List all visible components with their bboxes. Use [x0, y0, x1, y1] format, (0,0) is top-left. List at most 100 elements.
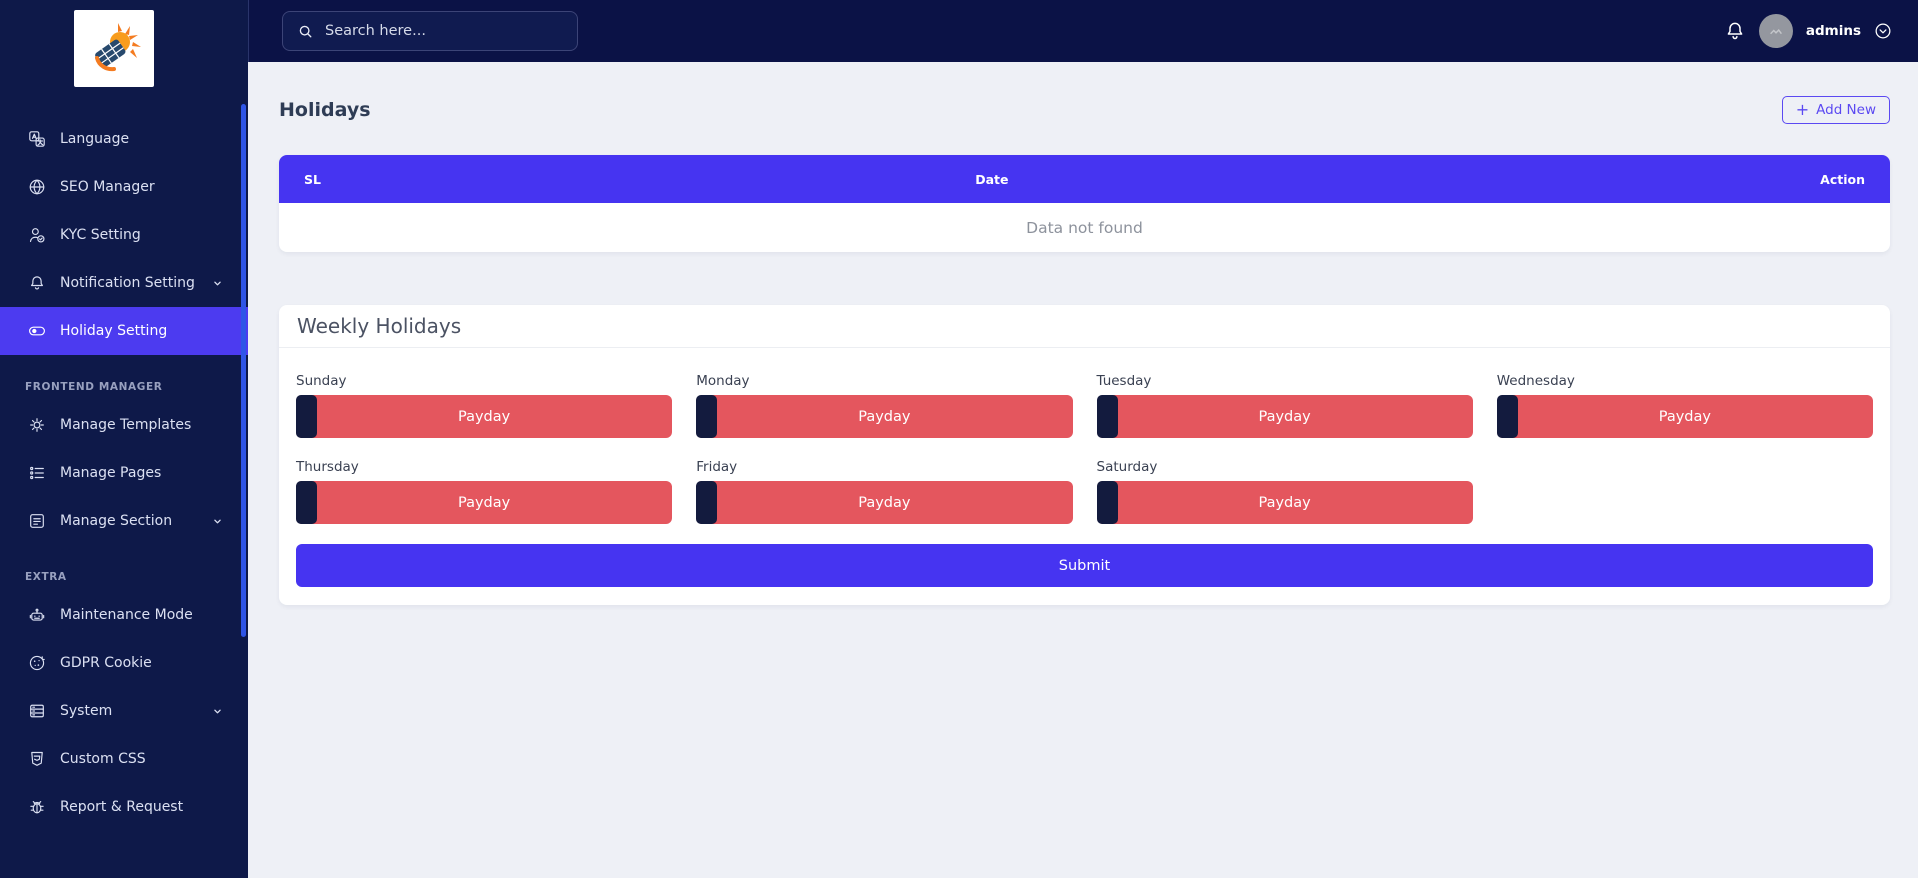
sidebar-item-label: Maintenance Mode: [60, 607, 193, 623]
sidebar-item-label: Holiday Setting: [60, 323, 168, 339]
system-icon: [28, 702, 46, 720]
sidebar-item-system[interactable]: System: [0, 687, 248, 735]
day-row: Payday: [296, 481, 673, 524]
sidebar-item-report-request[interactable]: Report & Request: [0, 783, 248, 831]
day-label: Friday: [696, 459, 738, 475]
day-cell-thursday: Thursday Payday: [296, 459, 673, 524]
day-cell-saturday: Saturday Payday: [1096, 459, 1473, 524]
day-checkbox-toggle[interactable]: [696, 481, 718, 524]
sidebar-item-manage-section[interactable]: Manage Section: [0, 497, 248, 545]
days-grid: Sunday Payday Monday Payday Tuesday Payday Wed…: [296, 373, 1873, 524]
page-header: Holidays + Add New: [279, 96, 1890, 124]
day-label: Monday: [696, 373, 750, 389]
user-menu-chevron-icon[interactable]: [1874, 22, 1892, 40]
cog-icon: [28, 416, 46, 434]
holidays-table-card: SL Date Action Data not found: [279, 155, 1890, 252]
chevron-down-icon: [211, 705, 224, 718]
topbar: admins: [248, 0, 1918, 62]
translate-icon: [28, 130, 46, 148]
brand-logo[interactable]: [74, 10, 154, 87]
bug-icon: [28, 798, 46, 816]
user-check-icon: [28, 226, 46, 244]
chevron-down-icon: [211, 277, 224, 290]
payday-button-tuesday[interactable]: Payday: [1096, 395, 1473, 438]
sidebar-scrollbar-thumb[interactable]: [241, 104, 246, 637]
sidebar-item-custom-css[interactable]: Custom CSS: [0, 735, 248, 783]
notifications-bell-icon[interactable]: [1724, 20, 1746, 42]
sidebar-section-label: FRONTEND MANAGER: [25, 381, 163, 393]
robot-icon: [28, 606, 46, 624]
day-row: Payday: [296, 395, 673, 438]
sidebar-item-label: Report & Request: [60, 799, 184, 815]
cookie-icon: [28, 654, 46, 672]
day-checkbox-toggle[interactable]: [1096, 395, 1118, 438]
plus-icon: +: [1795, 100, 1810, 119]
weekly-holidays-card: Weekly Holidays Sunday Payday Monday Payday…: [279, 305, 1890, 605]
user-avatar[interactable]: [1758, 14, 1793, 48]
search-box: [282, 11, 578, 51]
table-header-date: Date: [975, 171, 1009, 187]
day-checkbox-toggle[interactable]: [696, 395, 718, 438]
sidebar-item-label: SEO Manager: [60, 179, 155, 195]
payday-button-thursday[interactable]: Payday: [296, 481, 673, 524]
sidebar-item-label: Manage Section: [60, 513, 173, 529]
sidebar-item-seo-manager[interactable]: SEO Manager: [0, 163, 248, 211]
search-input[interactable]: [325, 23, 563, 39]
toggle-icon: [28, 322, 46, 340]
sidebar-item-gdpr-cookie[interactable]: GDPR Cookie: [0, 639, 248, 687]
sidebar-item-label: GDPR Cookie: [60, 655, 152, 671]
table-empty-message: Data not found: [1026, 218, 1143, 237]
bell-icon: [28, 274, 46, 292]
day-cell-friday: Friday Payday: [696, 459, 1073, 524]
sidebar-item-label: Manage Templates: [60, 417, 192, 433]
day-row: Payday: [696, 395, 1073, 438]
payday-button-monday[interactable]: Payday: [696, 395, 1073, 438]
main-content: Holidays + Add New SL Date Action Data n…: [248, 62, 1918, 878]
payday-button-wednesday[interactable]: Payday: [1496, 395, 1873, 438]
day-row: Payday: [696, 481, 1073, 524]
sidebar-item-holiday-setting[interactable]: Holiday Setting: [0, 307, 248, 355]
day-cell-tuesday: Tuesday Payday: [1096, 373, 1473, 438]
sidebar-item-manage-templates[interactable]: Manage Templates: [0, 401, 248, 449]
username-label[interactable]: admins: [1805, 23, 1861, 39]
payday-button-friday[interactable]: Payday: [696, 481, 1073, 524]
day-cell-sunday: Sunday Payday: [296, 373, 673, 438]
day-row: Payday: [1496, 395, 1873, 438]
chevron-down-icon: [211, 515, 224, 528]
sidebar-item-label: System: [60, 703, 113, 719]
css-icon: [28, 750, 46, 768]
payday-button-saturday[interactable]: Payday: [1096, 481, 1473, 524]
table-header-action: Action: [1820, 171, 1865, 187]
day-checkbox-toggle[interactable]: [296, 481, 317, 524]
sidebar-item-maintenance-mode[interactable]: Maintenance Mode: [0, 591, 248, 639]
section-icon: [28, 512, 46, 530]
weekly-holidays-title: Weekly Holidays: [279, 305, 1890, 348]
day-row: Payday: [1096, 395, 1473, 438]
add-new-label: Add New: [1816, 102, 1876, 118]
day-checkbox-toggle[interactable]: [1096, 481, 1118, 524]
day-checkbox-toggle[interactable]: [296, 395, 317, 438]
sidebar-item-notification-setting[interactable]: Notification Setting: [0, 259, 248, 307]
sidebar-item-manage-pages[interactable]: Manage Pages: [0, 449, 248, 497]
submit-button[interactable]: Submit: [296, 544, 1873, 587]
sidebar-item-kyc-setting[interactable]: KYC Setting: [0, 211, 248, 259]
sidebar-item-language[interactable]: Language: [0, 115, 248, 163]
page-title: Holidays: [279, 99, 371, 121]
table-header-row: SL Date Action: [279, 155, 1890, 203]
day-label: Sunday: [296, 373, 347, 389]
add-new-button[interactable]: + Add New: [1781, 96, 1890, 124]
payday-button-sunday[interactable]: Payday: [296, 395, 673, 438]
day-cell-monday: Monday Payday: [696, 373, 1073, 438]
weekly-holidays-body: Sunday Payday Monday Payday Tuesday Payday Wed…: [279, 348, 1890, 605]
day-label: Wednesday: [1496, 373, 1575, 389]
list-icon: [28, 464, 46, 482]
sidebar: Language SEO Manager KYC Setting Notificati…: [0, 0, 248, 878]
search-icon: [299, 25, 312, 37]
sidebar-item-label: Language: [60, 131, 130, 147]
sidebar-section-label: EXTRA: [25, 571, 67, 583]
day-checkbox-toggle[interactable]: [1496, 395, 1518, 438]
sidebar-item-label: Custom CSS: [60, 751, 146, 767]
day-row: Payday: [1096, 481, 1473, 524]
day-cell-wednesday: Wednesday Payday: [1496, 373, 1873, 438]
globe-icon: [28, 178, 46, 196]
